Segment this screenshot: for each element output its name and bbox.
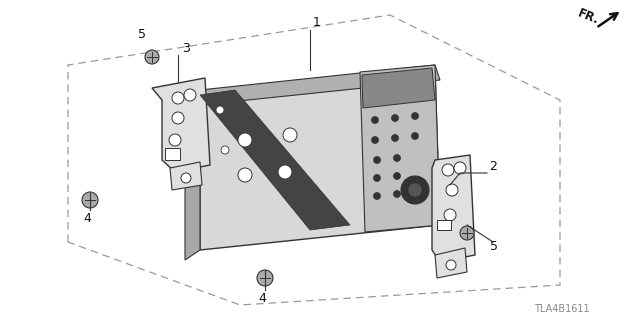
Circle shape [371,116,378,124]
Circle shape [238,168,252,182]
Circle shape [412,132,419,140]
Circle shape [181,173,191,183]
Circle shape [446,260,456,270]
Polygon shape [200,65,440,105]
Circle shape [145,50,159,64]
Text: 4: 4 [258,292,266,305]
Polygon shape [360,65,440,232]
Circle shape [172,92,184,104]
Text: 2: 2 [489,160,497,173]
Circle shape [374,174,381,181]
Circle shape [374,156,381,164]
Polygon shape [432,155,475,262]
Polygon shape [200,90,350,230]
Text: 1: 1 [313,16,321,29]
Polygon shape [200,70,440,250]
Bar [437,220,451,230]
Circle shape [392,115,399,122]
Circle shape [238,133,252,147]
Circle shape [460,226,474,240]
Circle shape [278,165,292,179]
Circle shape [442,164,454,176]
Circle shape [394,172,401,180]
Circle shape [392,134,399,141]
Text: 5: 5 [138,28,146,41]
Circle shape [172,112,184,124]
Circle shape [82,192,98,208]
Circle shape [216,106,224,114]
Circle shape [446,184,458,196]
Polygon shape [435,248,467,278]
Circle shape [454,162,466,174]
Circle shape [394,190,401,197]
Circle shape [444,209,456,221]
Bar [165,148,180,160]
Circle shape [283,128,297,142]
Circle shape [221,146,229,154]
Circle shape [412,113,419,119]
Text: 5: 5 [490,240,498,253]
Circle shape [371,137,378,143]
Circle shape [408,183,422,197]
Circle shape [374,193,381,199]
Polygon shape [185,90,200,260]
Text: 4: 4 [83,212,91,225]
Text: TLA4B1611: TLA4B1611 [534,304,590,314]
Circle shape [401,176,429,204]
Polygon shape [362,68,435,108]
Text: FR.: FR. [576,7,601,27]
Circle shape [257,270,273,286]
Circle shape [184,89,196,101]
Circle shape [394,155,401,162]
Text: 3: 3 [182,42,190,55]
Circle shape [169,134,181,146]
Polygon shape [170,162,202,190]
Polygon shape [152,78,210,172]
